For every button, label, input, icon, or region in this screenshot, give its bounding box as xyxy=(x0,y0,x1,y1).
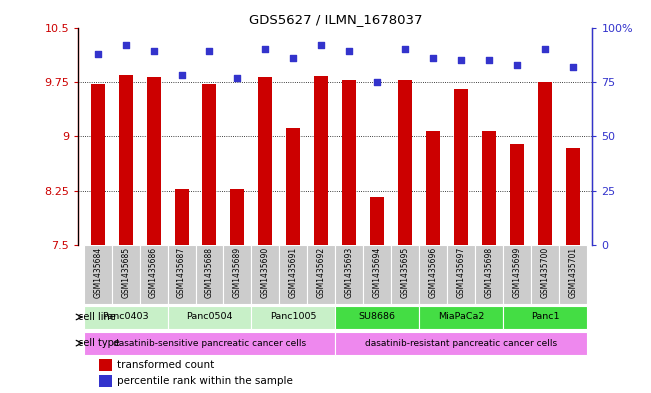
Bar xyxy=(454,89,468,393)
Bar xyxy=(559,245,587,305)
Text: GSM1435690: GSM1435690 xyxy=(261,247,270,298)
Title: GDS5627 / ILMN_1678037: GDS5627 / ILMN_1678037 xyxy=(249,13,422,26)
Point xyxy=(484,57,494,63)
Point xyxy=(344,48,354,55)
Bar xyxy=(167,306,251,329)
Bar xyxy=(482,130,496,393)
Point xyxy=(568,64,578,70)
Point xyxy=(288,55,299,61)
Bar xyxy=(391,245,419,305)
Text: GSM1435694: GSM1435694 xyxy=(372,247,381,298)
Text: SU8686: SU8686 xyxy=(359,312,396,321)
Text: GSM1435691: GSM1435691 xyxy=(289,247,298,298)
Point xyxy=(512,61,522,68)
Text: GSM1435701: GSM1435701 xyxy=(568,247,577,298)
Text: cell type: cell type xyxy=(78,338,120,348)
Bar xyxy=(84,306,167,329)
Text: percentile rank within the sample: percentile rank within the sample xyxy=(117,376,292,386)
Point xyxy=(120,42,131,48)
Point xyxy=(204,48,215,55)
Text: Panc1: Panc1 xyxy=(531,312,559,321)
Text: GSM1435686: GSM1435686 xyxy=(149,247,158,298)
Bar xyxy=(146,77,161,393)
Point xyxy=(176,72,187,79)
Bar xyxy=(363,245,391,305)
Text: MiaPaCa2: MiaPaCa2 xyxy=(438,312,484,321)
Point xyxy=(428,55,438,61)
Bar xyxy=(223,245,251,305)
Bar xyxy=(510,144,524,393)
Bar xyxy=(174,189,189,393)
Point xyxy=(316,42,327,48)
Bar xyxy=(230,189,244,393)
Text: dasatinib-sensitive pancreatic cancer cells: dasatinib-sensitive pancreatic cancer ce… xyxy=(113,339,306,348)
Point xyxy=(540,46,550,52)
Text: GSM1435699: GSM1435699 xyxy=(512,247,521,298)
Text: GSM1435689: GSM1435689 xyxy=(233,247,242,298)
Text: Panc0403: Panc0403 xyxy=(102,312,149,321)
Text: GSM1435700: GSM1435700 xyxy=(540,247,549,298)
Point xyxy=(400,46,410,52)
Bar xyxy=(538,82,552,393)
Bar xyxy=(307,245,335,305)
Bar xyxy=(286,128,300,393)
Bar xyxy=(503,245,531,305)
Text: dasatinib-resistant pancreatic cancer cells: dasatinib-resistant pancreatic cancer ce… xyxy=(365,339,557,348)
Point xyxy=(92,51,103,57)
Bar xyxy=(503,306,587,329)
Point xyxy=(148,48,159,55)
Bar xyxy=(419,306,503,329)
Text: GSM1435696: GSM1435696 xyxy=(428,247,437,298)
Bar xyxy=(426,130,440,393)
Bar xyxy=(195,245,223,305)
Text: GSM1435688: GSM1435688 xyxy=(205,247,214,298)
Text: transformed count: transformed count xyxy=(117,360,214,370)
Text: GSM1435697: GSM1435697 xyxy=(456,247,465,298)
Bar xyxy=(335,245,363,305)
Text: GSM1435684: GSM1435684 xyxy=(93,247,102,298)
Point xyxy=(456,57,466,63)
Bar xyxy=(90,84,105,393)
Text: GSM1435698: GSM1435698 xyxy=(484,247,493,298)
Point xyxy=(260,46,271,52)
Point xyxy=(232,74,243,81)
Text: GSM1435687: GSM1435687 xyxy=(177,247,186,298)
Text: Panc1005: Panc1005 xyxy=(270,312,316,321)
Bar xyxy=(279,245,307,305)
Text: cell line: cell line xyxy=(78,312,116,322)
Text: GSM1435695: GSM1435695 xyxy=(400,247,409,298)
Text: GSM1435685: GSM1435685 xyxy=(121,247,130,298)
Bar xyxy=(251,306,335,329)
Bar xyxy=(258,77,272,393)
Point xyxy=(372,79,382,85)
Bar xyxy=(419,245,447,305)
Bar xyxy=(370,196,384,393)
Bar xyxy=(314,76,328,393)
Text: GSM1435693: GSM1435693 xyxy=(345,247,353,298)
Bar xyxy=(447,245,475,305)
Bar xyxy=(251,245,279,305)
Bar xyxy=(202,84,217,393)
Bar xyxy=(99,375,111,387)
Text: GSM1435692: GSM1435692 xyxy=(317,247,326,298)
Bar xyxy=(112,245,139,305)
Bar xyxy=(139,245,167,305)
Bar xyxy=(475,245,503,305)
Text: Panc0504: Panc0504 xyxy=(186,312,233,321)
Bar xyxy=(167,245,195,305)
Bar xyxy=(118,75,133,393)
Bar xyxy=(99,359,111,371)
Bar xyxy=(84,332,335,355)
Bar xyxy=(342,80,356,393)
Bar xyxy=(84,245,112,305)
Bar xyxy=(335,332,587,355)
Bar xyxy=(566,148,580,393)
Bar xyxy=(398,80,412,393)
Bar xyxy=(335,306,419,329)
Bar xyxy=(531,245,559,305)
